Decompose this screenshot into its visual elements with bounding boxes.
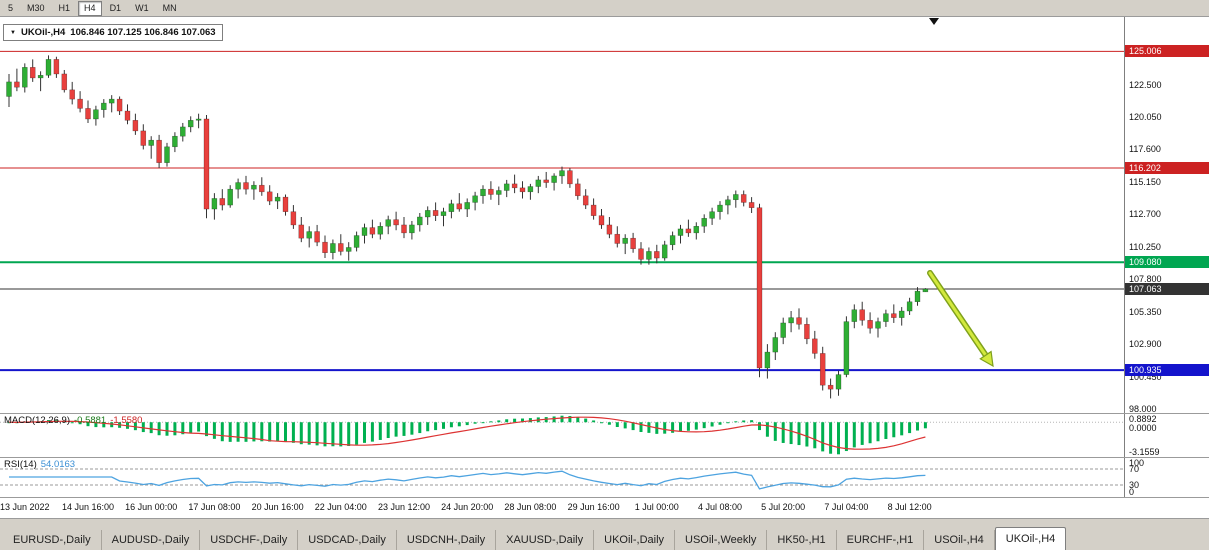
- rsi-name: RSI(14): [4, 459, 37, 470]
- price-tick: 112.700: [1129, 209, 1161, 220]
- macd-value: -0.5881: [74, 415, 107, 426]
- date-label: 22 Jun 04:00: [314, 502, 367, 512]
- price-level-label: 116.202: [1125, 161, 1209, 174]
- timeframe-W1[interactable]: W1: [135, 2, 149, 13]
- tab-eurusd-daily[interactable]: EURUSD-,Daily: [3, 530, 102, 550]
- rsi-canvas: [0, 468, 1124, 490]
- price-tick: 98.000: [1129, 404, 1157, 415]
- symbol-name: UKOil-,H4: [20, 27, 66, 38]
- date-label: 1 Jul 00:00: [634, 502, 679, 512]
- tab-usdchf-daily[interactable]: USDCHF-,Daily: [200, 530, 299, 550]
- panel-separator: [0, 413, 1209, 414]
- rsi-axis-label: 30: [1129, 480, 1140, 490]
- macd-label: MACD(12,26,9) -0.5881 -1.5580: [4, 415, 142, 426]
- date-label: 24 Jun 20:00: [441, 502, 494, 512]
- date-label: 14 Jun 16:00: [61, 502, 115, 512]
- panel-separator: [0, 497, 1209, 498]
- tab-usdcnh-daily[interactable]: USDCNH-,Daily: [397, 530, 497, 550]
- rsi-axis-label: 70: [1129, 464, 1140, 474]
- date-label: 28 Jun 08:00: [504, 502, 557, 512]
- tab-audusd-daily[interactable]: AUDUSD-,Daily: [102, 530, 201, 550]
- price-level-label: 100.935: [1125, 364, 1209, 377]
- price-tick: 105.350: [1129, 306, 1162, 317]
- price-tick: 102.900: [1129, 339, 1162, 350]
- macd-axis-label: 0.0000: [1129, 423, 1157, 433]
- tab-usoil-weekly[interactable]: USOil-,Weekly: [675, 530, 768, 550]
- rsi-axis-label: 0: [1129, 487, 1135, 497]
- rsi-value: 54.0163: [40, 459, 76, 470]
- date-label: 20 Jun 16:00: [251, 502, 304, 512]
- main-chart-canvas[interactable]: [0, 17, 1124, 413]
- price-tick: 100.450: [1129, 371, 1162, 382]
- symbol-ohlc: 106.846 107.125 106.846 107.063: [70, 27, 216, 38]
- price-tick: 110.250: [1129, 241, 1161, 252]
- date-label: 5 Jul 20:00: [761, 502, 806, 512]
- price-level-label: 107.063: [1125, 282, 1209, 295]
- price-tick: 120.050: [1129, 111, 1162, 122]
- panel-separator: [0, 457, 1209, 458]
- date-label: 7 Jul 04:00: [824, 502, 869, 512]
- rsi-label: RSI(14) 54.0163: [4, 459, 75, 470]
- timeframe-M30[interactable]: M30: [27, 2, 45, 13]
- timeframe-H4[interactable]: H4: [78, 0, 102, 16]
- timeframe-H1[interactable]: H1: [58, 2, 71, 13]
- down-arrow-annotation[interactable]: [979, 350, 994, 368]
- object-marker-icon: [929, 18, 939, 25]
- timeframe-5[interactable]: 5: [8, 2, 14, 13]
- date-label: 8 Jul 12:00: [887, 502, 932, 512]
- macd-axis-label: -3.1559: [1129, 447, 1160, 457]
- tab-ukoil-daily[interactable]: UKOil-,Daily: [594, 530, 676, 550]
- macd-signal-value: -1.5580: [110, 415, 143, 426]
- chart-symbol-header[interactable]: ▼ UKOil-,H4 106.846 107.125 106.846 107.…: [3, 24, 223, 41]
- tab-usoil-h4[interactable]: USOil-,H4: [924, 530, 995, 550]
- macd-canvas: [0, 415, 1124, 455]
- date-label: 13 Jun 2022: [0, 502, 50, 512]
- price-tick: 122.500: [1129, 79, 1162, 90]
- chevron-down-icon: ▼: [10, 29, 16, 36]
- price-tick: 115.150: [1129, 176, 1161, 187]
- macd-name: MACD(12,26,9): [4, 415, 70, 426]
- date-label: 17 Jun 08:00: [188, 502, 241, 512]
- chart-tabbar: EURUSD-,Daily AUDUSD-,Daily USDCHF-,Daily U…: [0, 518, 1209, 550]
- price-axis[interactable]: 122.500 120.050 117.600 115.150 112.700 110.2…: [1124, 17, 1209, 497]
- tab-usdcad-daily[interactable]: USDCAD-,Daily: [298, 530, 397, 550]
- date-label: 23 Jun 12:00: [377, 502, 431, 512]
- price-tick: 117.600: [1129, 144, 1161, 155]
- rsi-axis-label: 100: [1129, 458, 1145, 468]
- tab-xauusd-daily[interactable]: XAUUSD-,Daily: [496, 530, 595, 550]
- price-level-label: 125.006: [1125, 45, 1209, 58]
- candles-layer: [6, 55, 929, 399]
- date-label: 4 Jul 08:00: [697, 502, 743, 512]
- timeframe-MN[interactable]: MN: [162, 2, 177, 13]
- price-tick: 107.800: [1129, 274, 1162, 285]
- timeframe-toolbar: 5 M30 H1 H4 D1 W1 MN: [0, 0, 1209, 17]
- date-label: 16 Jun 00:00: [125, 502, 178, 512]
- macd-axis-label: 0.8892: [1129, 414, 1157, 424]
- date-axis: 13 Jun 2022 14 Jun 16:00 16 Jun 00:00 17 Ju…: [0, 497, 1209, 518]
- price-level-label: 109.080: [1125, 256, 1209, 269]
- tab-eurchf-h1[interactable]: EURCHF-,H1: [837, 530, 925, 550]
- tab-ukoil-h4[interactable]: UKOil-,H4: [994, 527, 1067, 550]
- tab-hk50-h1[interactable]: HK50-,H1: [767, 530, 837, 550]
- date-label: 29 Jun 16:00: [567, 502, 620, 512]
- timeframe-D1[interactable]: D1: [109, 2, 122, 13]
